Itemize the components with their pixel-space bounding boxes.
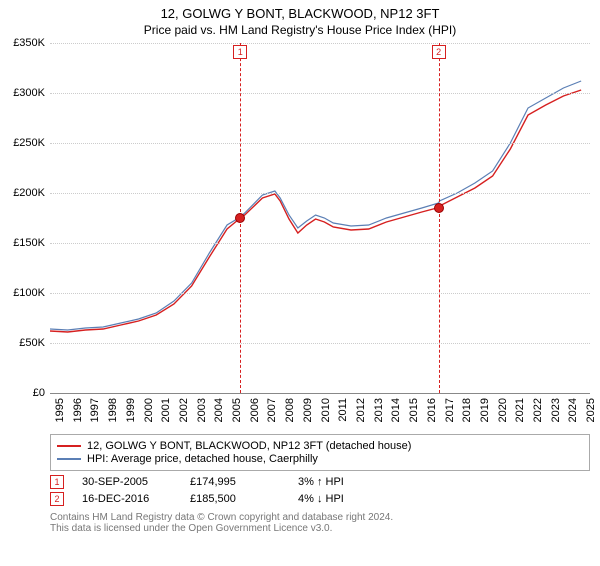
- x-tick-label: 2023: [550, 398, 562, 422]
- y-tick-label: £50K: [19, 337, 45, 349]
- sale-dot: [235, 213, 245, 223]
- gridline: [50, 93, 590, 94]
- x-tick-label: 2004: [213, 398, 225, 422]
- y-tick-label: £200K: [13, 187, 45, 199]
- x-tick-label: 1995: [54, 398, 66, 422]
- footer-line-2: This data is licensed under the Open Gov…: [50, 523, 590, 534]
- sale-price: £174,995: [190, 476, 280, 488]
- legend-item: HPI: Average price, detached house, Caer…: [57, 453, 583, 465]
- x-tick-label: 2025: [585, 398, 597, 422]
- sale-date: 16-DEC-2016: [82, 493, 172, 505]
- marker-line: [439, 43, 440, 393]
- x-tick-label: 2010: [320, 398, 332, 422]
- x-tick-label: 2006: [249, 398, 261, 422]
- gridline: [50, 293, 590, 294]
- y-tick-label: £350K: [13, 37, 45, 49]
- x-tick-label: 2008: [284, 398, 296, 422]
- x-tick-label: 2009: [302, 398, 314, 422]
- y-tick-label: £0: [33, 387, 45, 399]
- chart-subtitle: Price paid vs. HM Land Registry's House …: [0, 23, 600, 37]
- marker-box: 1: [233, 45, 247, 59]
- x-tick-label: 2016: [426, 398, 438, 422]
- x-tick-label: 2003: [196, 398, 208, 422]
- sale-price: £185,500: [190, 493, 280, 505]
- x-tick-label: 2001: [160, 398, 172, 422]
- legend: 12, GOLWG Y BONT, BLACKWOOD, NP12 3FT (d…: [50, 434, 590, 471]
- footer-line-1: Contains HM Land Registry data © Crown c…: [50, 512, 590, 523]
- x-tick-label: 2019: [479, 398, 491, 422]
- x-tick-label: 1997: [89, 398, 101, 422]
- x-tick-label: 2020: [497, 398, 509, 422]
- footer: Contains HM Land Registry data © Crown c…: [50, 512, 590, 534]
- marker-box: 2: [432, 45, 446, 59]
- x-tick-label: 2017: [444, 398, 456, 422]
- x-tick-label: 2005: [231, 398, 243, 422]
- sale-row: 2 16-DEC-2016 £185,500 4% ↓ HPI: [50, 492, 590, 506]
- chart-area: £0£50K£100K£150K£200K£250K£300K£350K1995…: [50, 43, 590, 394]
- gridline: [50, 43, 590, 44]
- gridline: [50, 343, 590, 344]
- y-tick-label: £300K: [13, 87, 45, 99]
- x-tick-label: 2021: [514, 398, 526, 422]
- sale-marker: 1: [50, 475, 64, 489]
- legend-swatch: [57, 458, 81, 460]
- gridline: [50, 143, 590, 144]
- x-tick-label: 2012: [355, 398, 367, 422]
- x-tick-label: 2022: [532, 398, 544, 422]
- x-tick-label: 2011: [337, 398, 349, 422]
- x-tick-label: 2024: [567, 398, 579, 422]
- x-tick-label: 1999: [125, 398, 137, 422]
- x-tick-label: 2018: [461, 398, 473, 422]
- legend-label: 12, GOLWG Y BONT, BLACKWOOD, NP12 3FT (d…: [87, 440, 411, 452]
- sale-delta: 3% ↑ HPI: [298, 476, 388, 488]
- y-tick-label: £150K: [13, 237, 45, 249]
- sale-delta: 4% ↓ HPI: [298, 493, 388, 505]
- gridline: [50, 193, 590, 194]
- plot-svg: [50, 43, 590, 393]
- legend-label: HPI: Average price, detached house, Caer…: [87, 453, 318, 465]
- sales-table: 1 30-SEP-2005 £174,995 3% ↑ HPI 2 16-DEC-2016…: [50, 475, 590, 506]
- series-subject: [50, 90, 581, 332]
- gridline: [50, 243, 590, 244]
- y-tick-label: £100K: [13, 287, 45, 299]
- x-tick-label: 2002: [178, 398, 190, 422]
- sale-date: 30-SEP-2005: [82, 476, 172, 488]
- x-tick-label: 2013: [373, 398, 385, 422]
- x-tick-label: 1998: [107, 398, 119, 422]
- sale-marker: 2: [50, 492, 64, 506]
- x-tick-label: 2015: [408, 398, 420, 422]
- x-tick-label: 2014: [390, 398, 402, 422]
- legend-swatch: [57, 445, 81, 447]
- x-tick-label: 2000: [143, 398, 155, 422]
- y-tick-label: £250K: [13, 137, 45, 149]
- sale-dot: [434, 203, 444, 213]
- x-tick-label: 1996: [72, 398, 84, 422]
- chart-title: 12, GOLWG Y BONT, BLACKWOOD, NP12 3FT: [0, 6, 600, 21]
- sale-row: 1 30-SEP-2005 £174,995 3% ↑ HPI: [50, 475, 590, 489]
- x-tick-label: 2007: [266, 398, 278, 422]
- legend-item: 12, GOLWG Y BONT, BLACKWOOD, NP12 3FT (d…: [57, 440, 583, 452]
- chart-container: 12, GOLWG Y BONT, BLACKWOOD, NP12 3FT Pr…: [0, 6, 600, 566]
